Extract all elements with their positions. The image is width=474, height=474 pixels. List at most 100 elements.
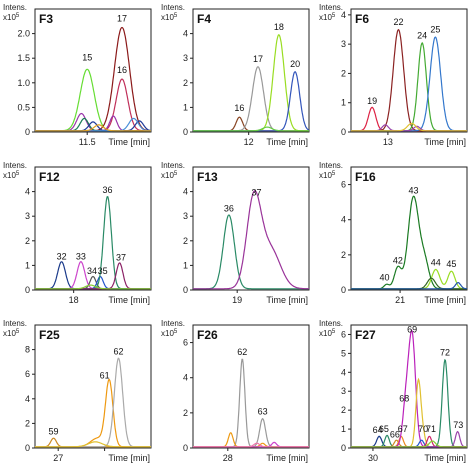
peak-label: 15 <box>82 53 92 63</box>
y-tick-label: 0 <box>341 285 346 295</box>
trace-4 <box>35 441 151 448</box>
y-header-intens: Intens. <box>319 161 343 170</box>
trace-2 <box>193 66 309 132</box>
peak-label: 67 <box>398 424 408 434</box>
peak-label: 61 <box>100 371 110 381</box>
chromatogram-f25: Intens.x105 0 2 4 6 8 27 Time [min] 59 61 62 F25 <box>3 319 152 463</box>
peak-label: 59 <box>49 426 59 436</box>
y-tick-label: 4 <box>341 215 346 225</box>
peak-label: 44 <box>431 257 441 267</box>
peak-label: 37 <box>252 187 262 197</box>
peak-label: 22 <box>393 17 403 27</box>
plot-frame <box>350 324 468 449</box>
x-tick-label: 18 <box>69 295 79 305</box>
y-tick-label: 2 <box>183 236 188 246</box>
y-tick-label: 5 <box>341 348 346 358</box>
fraction-label: F25 <box>39 328 60 342</box>
peak-label: 40 <box>379 272 389 282</box>
peak-label: 32 <box>57 251 67 261</box>
trace-7 <box>351 439 467 448</box>
peak-label: 17 <box>117 13 127 23</box>
trace-1 <box>193 358 309 448</box>
trace-1 <box>193 214 309 290</box>
x-tick-label: 21 <box>395 295 405 305</box>
peak-label: 35 <box>98 266 108 276</box>
peak-label: 69 <box>407 325 417 335</box>
x-tick-label: 19 <box>232 295 242 305</box>
y-tick-label: 4 <box>341 367 346 377</box>
peak-label: 17 <box>253 54 263 64</box>
x-axis-label: Time [min] <box>424 137 466 147</box>
y-tick-label: 4 <box>183 373 188 383</box>
y-tick-label: 3 <box>183 211 188 221</box>
y-tick-label: 3 <box>183 53 188 63</box>
y-tick-label: 2 <box>183 78 188 88</box>
x-axis-label: Time [min] <box>108 453 150 463</box>
y-tick-label: 3 <box>341 39 346 49</box>
y-header-unit: x105 <box>161 329 178 338</box>
chromatogram-f13: Intens.x105 0 1 2 3 4 19 Time [min] 36 37 F13 <box>161 161 310 305</box>
plot-frame <box>350 8 468 133</box>
y-tick-label: 0.5 <box>17 102 30 112</box>
y-tick-label: 2 <box>341 250 346 260</box>
peak-label: 72 <box>440 347 450 357</box>
peak-label: 25 <box>430 24 440 34</box>
y-header-intens: Intens. <box>161 319 185 328</box>
y-tick-label: 6 <box>341 329 346 339</box>
y-header-unit: x105 <box>319 171 336 180</box>
peak-label: 65 <box>379 424 389 434</box>
y-tick-label: 0 <box>183 285 188 295</box>
plot-frame <box>350 166 468 291</box>
y-tick-label: 2 <box>341 405 346 415</box>
y-tick-label: 3 <box>341 386 346 396</box>
y-tick-label: 4 <box>25 187 30 197</box>
x-axis-label: Time [min] <box>266 137 308 147</box>
y-tick-label: 0 <box>183 127 188 137</box>
y-tick-label: 1.5 <box>17 53 30 63</box>
y-header-unit: x105 <box>319 13 336 22</box>
y-header-unit: x105 <box>3 171 20 180</box>
chromatogram-f26: Intens.x105 0 2 4 6 28 Time [min] 62 63 F26 <box>161 319 310 463</box>
x-tick-label: 30 <box>368 453 378 463</box>
y-header-intens: Intens. <box>161 3 185 12</box>
trace-8 <box>35 124 151 132</box>
fraction-label: F3 <box>39 12 53 26</box>
peak-label: 36 <box>102 185 112 195</box>
x-axis-label: Time [min] <box>108 295 150 305</box>
y-tick-label: 0 <box>25 443 30 453</box>
plot-frame <box>192 8 310 133</box>
y-header-unit: x105 <box>161 13 178 22</box>
trace-9 <box>351 430 467 448</box>
fraction-label: F27 <box>355 328 376 342</box>
trace-2 <box>193 432 309 448</box>
y-header-intens: Intens. <box>319 319 343 328</box>
y-tick-label: 4 <box>183 29 188 39</box>
plot-frame <box>34 166 152 291</box>
y-tick-label: 2 <box>183 408 188 418</box>
trace-2 <box>35 26 151 132</box>
peak-label: 73 <box>453 420 463 430</box>
peak-label: 62 <box>114 347 124 357</box>
x-axis-label: Time [min] <box>424 453 466 463</box>
peak-label: 63 <box>258 407 268 417</box>
y-tick-label: 4 <box>183 187 188 197</box>
peak-label: 34 <box>87 266 97 276</box>
peak-label: 43 <box>408 185 418 195</box>
peak-label: 45 <box>446 259 456 269</box>
chromatogram-f16: Intens.x105 0 2 4 6 21 Time [min] 40 42 43 44 45 F16 <box>319 161 468 305</box>
y-header-intens: Intens. <box>319 3 343 12</box>
trace-3 <box>351 439 467 448</box>
y-tick-label: 0 <box>341 127 346 137</box>
x-tick-label: 27 <box>53 453 63 463</box>
y-tick-label: 0 <box>25 285 30 295</box>
y-tick-label: 6 <box>183 338 188 348</box>
trace-10 <box>351 440 467 448</box>
peak-label: 42 <box>393 256 403 266</box>
y-header-unit: x105 <box>319 329 336 338</box>
fraction-label: F4 <box>197 12 211 26</box>
chromatogram-f3: Intens.x105 0 0.5 1.0 1.5 2.0 11.5 Time [min] 15… <box>3 3 152 147</box>
peak-label: 68 <box>399 394 409 404</box>
